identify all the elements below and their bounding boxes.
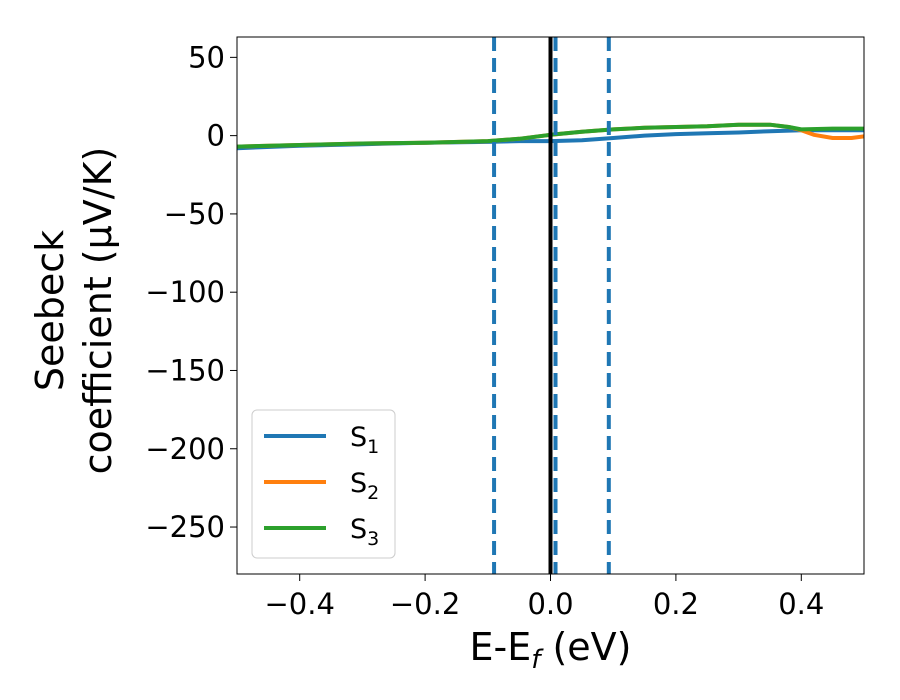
x-tick-label: 0.2: [653, 587, 699, 621]
plot-area: [237, 37, 864, 574]
series-line-3: [237, 122, 864, 149]
y-tick-label: −100: [145, 275, 225, 309]
x-tick-label: −0.4: [264, 587, 334, 621]
y-tick-label: 50: [188, 40, 225, 74]
legend-label-1: S1: [350, 422, 379, 458]
y-tick-label: −150: [145, 353, 225, 387]
x-axis-label: E-Ef (eV): [470, 625, 632, 675]
y-axis-label-line2: coefficient (μV/K): [76, 147, 120, 475]
x-tick-label: −0.2: [390, 587, 460, 621]
legend-label-3: S3: [350, 514, 379, 550]
x-tick-label: 0.0: [527, 587, 573, 621]
y-tick-label: −250: [145, 510, 225, 544]
y-tick-label: −200: [145, 432, 225, 466]
y-axis-label-line1: Seebeck: [28, 230, 72, 391]
legend: S1 S2 S3: [251, 409, 396, 559]
y-tick-label: 0: [207, 119, 225, 153]
x-tick-label: 0.4: [778, 587, 824, 621]
axes: −0.4 −0.2 0.0 0.2 0.4 50 0 −50 −100 −150 −200 −250 E…: [28, 36, 865, 675]
y-tick-label: −50: [164, 197, 225, 231]
legend-label-2: S2: [350, 468, 379, 504]
